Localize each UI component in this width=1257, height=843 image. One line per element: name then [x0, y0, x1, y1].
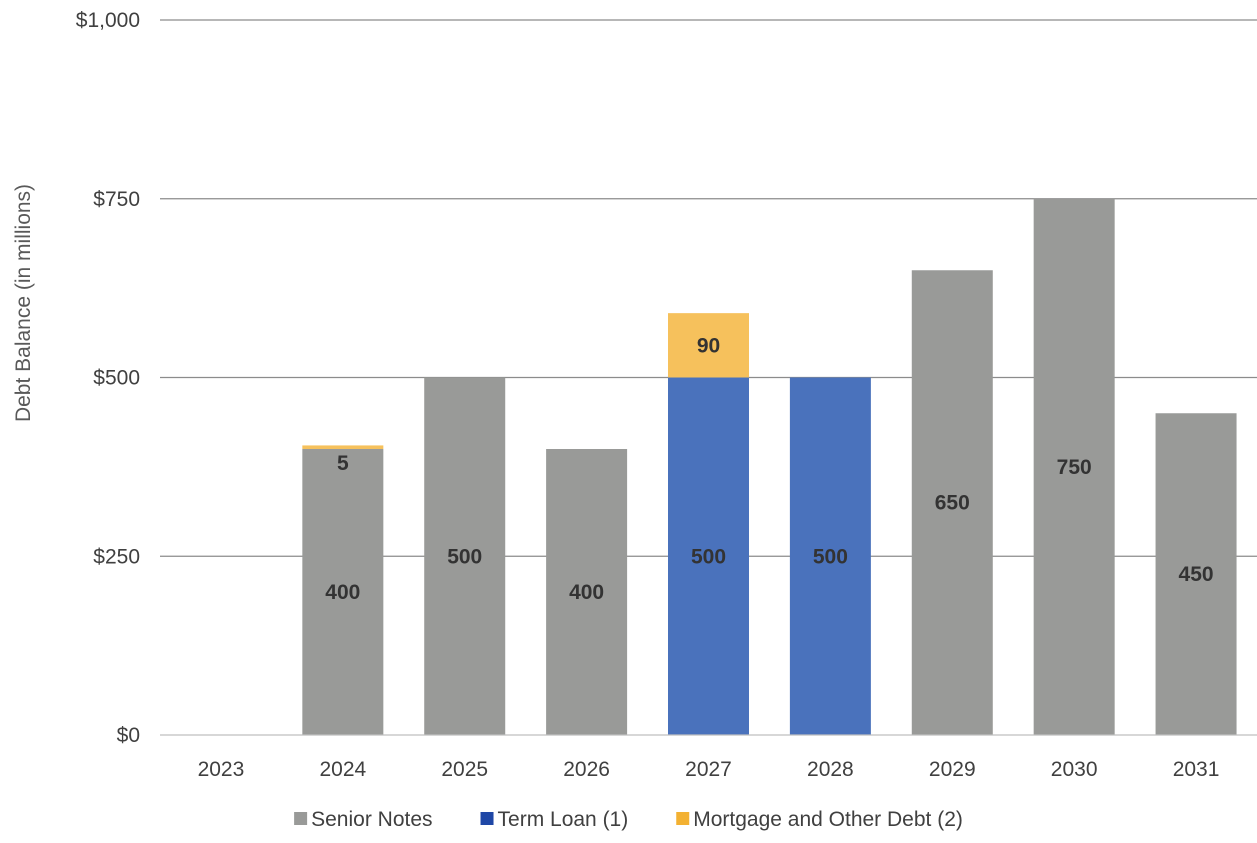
x-tick-label: 2023	[198, 758, 245, 781]
data-label: 90	[697, 334, 720, 357]
y-tick-label: $0	[117, 724, 140, 747]
data-label: 500	[691, 545, 726, 568]
legend-swatch	[676, 812, 689, 825]
y-tick-label: $1,000	[76, 9, 140, 32]
data-label: 650	[935, 492, 970, 515]
legend-swatch	[481, 812, 494, 825]
y-tick-label: $750	[93, 188, 140, 211]
bar-segment	[302, 445, 383, 449]
data-label: 750	[1057, 456, 1092, 479]
legend-swatch	[294, 812, 307, 825]
x-tick-label: 2029	[929, 758, 976, 781]
data-label: 5	[337, 452, 349, 475]
x-tick-label: 2030	[1051, 758, 1098, 781]
legend-label: Mortgage and Other Debt (2)	[693, 808, 963, 831]
legend-label: Senior Notes	[311, 808, 432, 831]
x-tick-label: 2026	[563, 758, 610, 781]
data-label: 450	[1179, 563, 1214, 586]
y-tick-label: $500	[93, 367, 140, 390]
x-tick-label: 2025	[441, 758, 488, 781]
data-label: 400	[325, 581, 360, 604]
y-axis-tick-labels: $0 $250 $500 $750 $1,000	[76, 9, 140, 747]
legend-label: Term Loan (1)	[498, 808, 629, 831]
y-tick-label: $250	[93, 545, 140, 568]
x-tick-label: 2024	[319, 758, 366, 781]
data-label: 400	[569, 581, 604, 604]
x-tick-label: 2027	[685, 758, 732, 781]
legend-item: Mortgage and Other Debt (2)	[676, 808, 963, 831]
data-label: 500	[447, 545, 482, 568]
legend-item: Senior Notes	[294, 808, 432, 831]
x-tick-label: 2028	[807, 758, 854, 781]
legend: Senior Notes Term Loan (1) Mortgage and Ot…	[294, 808, 963, 831]
y-axis-label: Debt Balance (in millions)	[12, 184, 35, 422]
x-axis-tick-labels: 2023 2024 2025 2026 2027 2028 2029 2030 2031	[198, 758, 1220, 781]
bars	[302, 199, 1236, 735]
legend-item: Term Loan (1)	[481, 808, 629, 831]
x-tick-label: 2031	[1173, 758, 1220, 781]
data-label: 500	[813, 545, 848, 568]
